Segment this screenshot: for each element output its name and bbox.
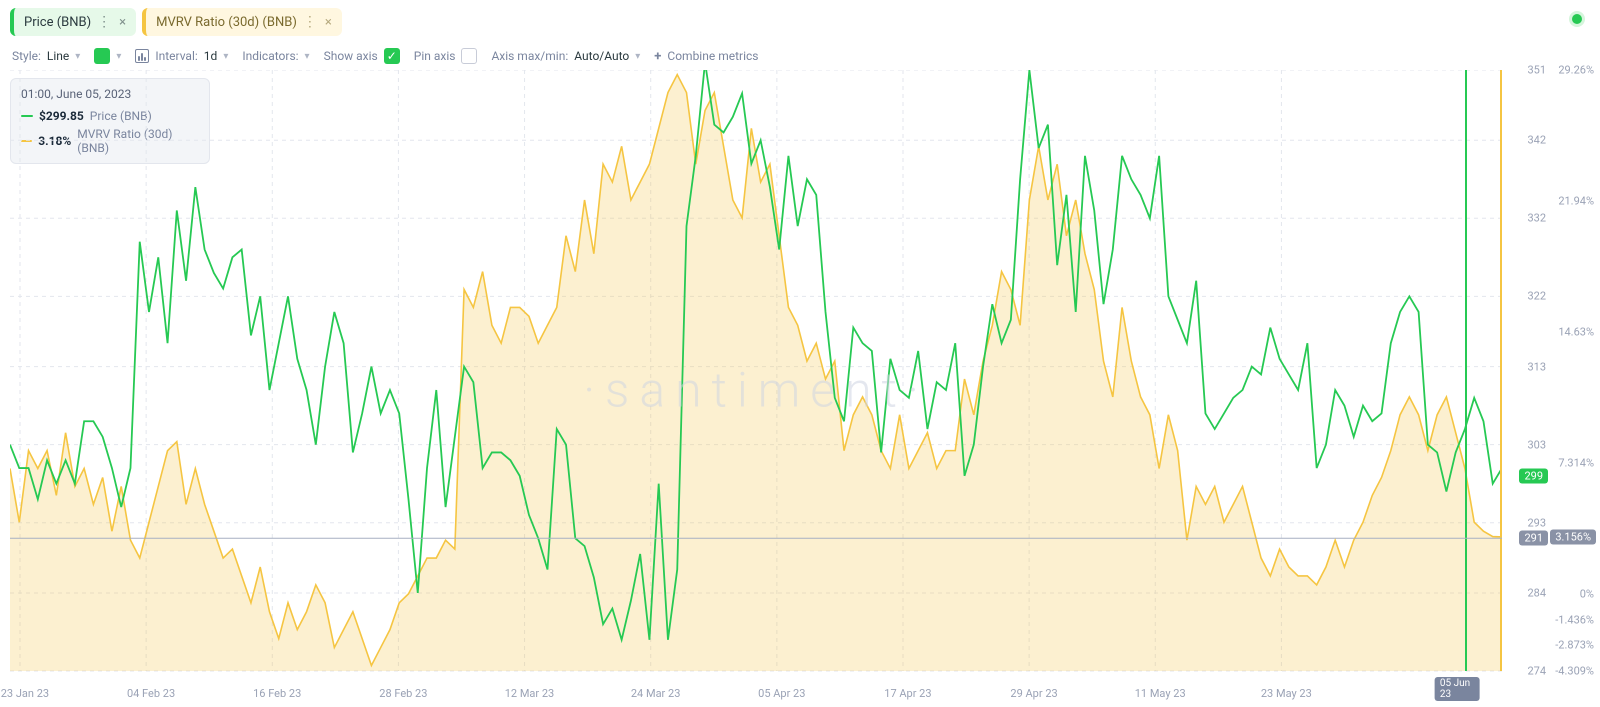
price-axis-tick: 303: [1527, 438, 1546, 451]
date-axis: 23 Jan 2304 Feb 2316 Feb 2328 Feb 2312 M…: [10, 687, 1502, 703]
checkbox-on-icon: ✓: [384, 48, 400, 64]
live-indicator-icon: [1572, 14, 1582, 24]
color-selector[interactable]: ▾: [94, 48, 121, 64]
date-axis-tick: 17 Apr 23: [884, 687, 931, 700]
checkbox-off-icon: [461, 48, 477, 64]
mvrv-axis-tick: 7.314%: [1558, 456, 1594, 469]
chart-toolbar: Style: Line ▾ ▾ Interval: 1d ▾ Indicator…: [0, 42, 1600, 72]
tab-price-label: Price (BNB): [24, 15, 91, 30]
chevron-down-icon: ▾: [635, 51, 640, 62]
chevron-down-icon: ▾: [75, 51, 80, 62]
mvrv-axis-tick: -2.873%: [1555, 639, 1594, 652]
date-axis-tick: 23 Jan 23: [1, 687, 49, 700]
price-axis-badge: 299: [1519, 468, 1548, 483]
chevron-down-icon: ▾: [305, 51, 310, 62]
chart-area[interactable]: ·santiment·: [10, 70, 1502, 685]
mvrv-axis-tick: -1.436%: [1555, 613, 1594, 626]
tab-mvrv[interactable]: MVRV Ratio (30d) (BNB) ⋮ ×: [142, 8, 342, 36]
mvrv-axis-tick: 21.94%: [1558, 195, 1594, 208]
chart-svg: [10, 70, 1502, 685]
price-axis: 351342332322313303293284274299291: [1502, 70, 1552, 685]
price-axis-tick: 284: [1527, 586, 1546, 599]
tab-mvrv-label: MVRV Ratio (30d) (BNB): [156, 15, 297, 30]
tab-price-close-icon[interactable]: ×: [119, 15, 126, 30]
mvrv-axis: 29.26%21.94%14.63%7.314%0%-1.436%-2.873%…: [1552, 70, 1600, 685]
metric-tabs: Price (BNB) ⋮ × MVRV Ratio (30d) (BNB) ⋮…: [0, 0, 1600, 42]
indicators-selector[interactable]: Indicators: ▾: [242, 49, 309, 63]
date-axis-tick: 23 May 23: [1261, 687, 1312, 700]
color-swatch-icon: [94, 48, 110, 64]
price-axis-tick: 274: [1527, 665, 1546, 678]
date-axis-tick: 28 Feb 23: [379, 687, 427, 700]
date-axis-tick: 16 Feb 23: [253, 687, 301, 700]
date-axis-cursor-badge: 05 Jun 23: [1435, 677, 1480, 701]
date-axis-tick: 11 May 23: [1135, 687, 1186, 700]
price-axis-tick: 322: [1527, 290, 1546, 303]
axis-minmax-selector[interactable]: Axis max/min: Auto/Auto ▾: [491, 49, 640, 63]
tab-mvrv-close-icon[interactable]: ×: [325, 15, 332, 30]
price-axis-tick: 293: [1527, 516, 1546, 529]
price-axis-cursor-badge: 291: [1519, 531, 1548, 546]
price-axis-tick: 332: [1527, 212, 1546, 225]
combine-metrics-button[interactable]: + Combine metrics: [654, 49, 758, 64]
price-axis-tick: 351: [1527, 64, 1546, 77]
chevron-down-icon: ▾: [223, 51, 228, 62]
mvrv-axis-tick: 0%: [1580, 587, 1594, 600]
pin-axis-toggle[interactable]: Pin axis: [414, 48, 478, 64]
mvrv-axis-tick: 14.63%: [1558, 325, 1594, 338]
tab-mvrv-menu-icon[interactable]: ⋮: [303, 14, 317, 30]
date-axis-tick: 05 Apr 23: [758, 687, 805, 700]
style-selector[interactable]: Style: Line ▾: [12, 49, 80, 63]
chevron-down-icon: ▾: [116, 51, 121, 62]
plus-icon: +: [654, 49, 661, 64]
interval-icon: [135, 49, 149, 63]
date-axis-tick: 04 Feb 23: [127, 687, 175, 700]
date-axis-tick: 29 Apr 23: [1010, 687, 1057, 700]
price-axis-tick: 313: [1527, 360, 1546, 373]
mvrv-axis-tick: 29.26%: [1558, 64, 1594, 77]
interval-selector[interactable]: Interval: 1d ▾: [135, 49, 228, 63]
date-axis-tick: 24 Mar 23: [631, 687, 681, 700]
mvrv-axis-badge: 3.156%: [1550, 530, 1596, 545]
show-axis-toggle[interactable]: Show axis ✓: [324, 48, 400, 64]
tab-price-menu-icon[interactable]: ⋮: [97, 14, 111, 30]
tab-price[interactable]: Price (BNB) ⋮ ×: [10, 8, 136, 36]
mvrv-axis-tick: -4.309%: [1555, 665, 1594, 678]
date-axis-tick: 12 Mar 23: [505, 687, 555, 700]
price-axis-tick: 342: [1527, 134, 1546, 147]
